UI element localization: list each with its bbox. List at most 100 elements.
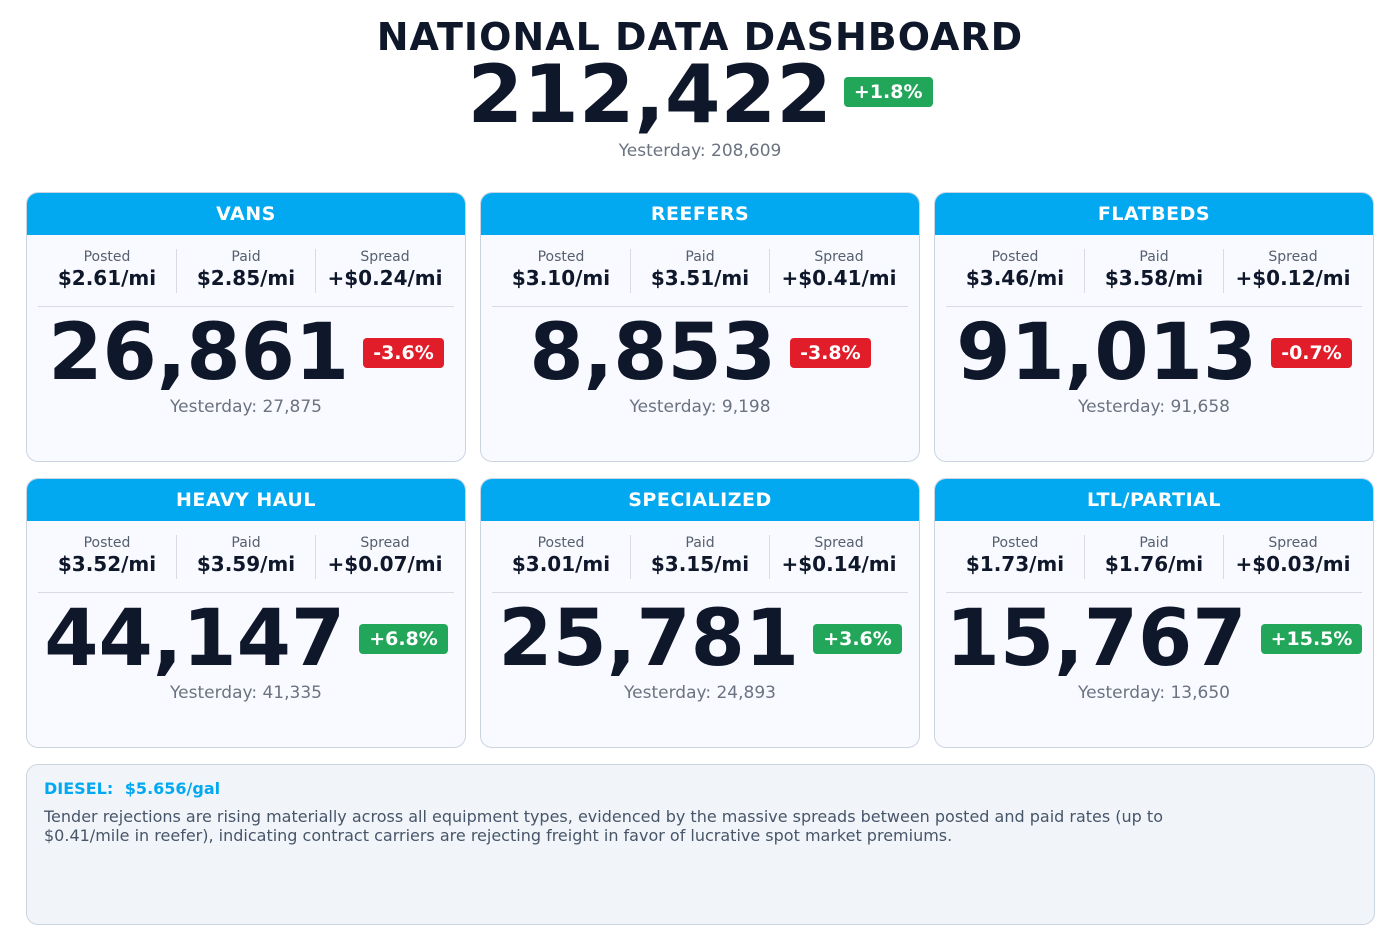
rate-posted: Posted $1.73/mi (946, 535, 1085, 579)
rate-label: Paid (231, 249, 261, 265)
rate-value: $3.52/mi (57, 552, 157, 576)
rate-label: Posted (537, 535, 585, 551)
count-row: 8,853 -3.8% (481, 307, 919, 399)
rate-value: +$0.12/mi (1235, 266, 1351, 290)
card-title: REEFERS (481, 193, 919, 235)
diesel-label: DIESEL: (44, 779, 114, 798)
rate-value: $2.85/mi (196, 266, 296, 290)
rate-label: Posted (83, 249, 131, 265)
rate-paid: Paid $1.76/mi (1085, 535, 1224, 579)
rate-label: Spread (814, 535, 864, 551)
rate-label: Paid (231, 535, 261, 551)
load-count: 15,767 (945, 594, 1247, 684)
rate-label: Spread (814, 249, 864, 265)
rate-paid: Paid $3.15/mi (631, 535, 770, 579)
card-yesterday: Yesterday: 41,335 (170, 683, 322, 703)
rate-posted: Posted $3.46/mi (946, 249, 1085, 293)
rate-label: Posted (83, 535, 131, 551)
market-commentary: Tender rejections are rising materially … (44, 807, 1163, 845)
rate-label: Spread (360, 249, 410, 265)
rate-value: $3.51/mi (650, 266, 750, 290)
rate-value: $1.76/mi (1104, 552, 1204, 576)
card-title: VANS (27, 193, 465, 235)
card-yesterday: Yesterday: 9,198 (629, 397, 771, 417)
load-count: 25,781 (498, 594, 800, 684)
rate-value: $3.58/mi (1104, 266, 1204, 290)
rate-spread: Spread +$0.14/mi (770, 535, 908, 579)
count-row: 91,013 -0.7% (935, 307, 1373, 399)
change-badge: -3.6% (363, 338, 444, 368)
rate-value: +$0.14/mi (781, 552, 897, 576)
rate-value: $3.01/mi (511, 552, 611, 576)
count-row: 25,781 +3.6% (481, 593, 919, 685)
rate-posted: Posted $2.61/mi (38, 249, 177, 293)
rate-posted: Posted $3.10/mi (492, 249, 631, 293)
load-count: 26,861 (48, 308, 350, 398)
rate-posted: Posted $3.01/mi (492, 535, 631, 579)
dashboard-header: NATIONAL DATA DASHBOARD 212,422 +1.8% Ye… (0, 14, 1400, 162)
rate-paid: Paid $2.85/mi (177, 249, 316, 293)
count-row: 15,767 +15.5% (935, 593, 1373, 685)
rate-label: Spread (1268, 249, 1318, 265)
total-yesterday: Yesterday: 208,609 (618, 141, 782, 161)
rate-spread: Spread +$0.41/mi (770, 249, 908, 293)
total-row: 212,422 +1.8% (0, 48, 1400, 141)
rate-paid: Paid $3.59/mi (177, 535, 316, 579)
change-badge: +6.8% (359, 624, 448, 654)
rates-row: Posted $3.01/mi Paid $3.15/mi Spread +$0.14/m… (492, 535, 908, 593)
rate-label: Spread (1268, 535, 1318, 551)
load-count: 44,147 (44, 594, 346, 684)
rate-label: Paid (1139, 535, 1169, 551)
card-title: HEAVY HAUL (27, 479, 465, 521)
rate-value: +$0.24/mi (327, 266, 443, 290)
rate-label: Posted (537, 249, 585, 265)
rate-value: +$0.41/mi (781, 266, 897, 290)
rates-row: Posted $1.73/mi Paid $1.76/mi Spread +$0.03/m… (946, 535, 1362, 593)
total-change-badge: +1.8% (843, 77, 933, 107)
diesel-price-line: DIESEL: $5.656/gal (44, 779, 1357, 799)
rate-label: Paid (685, 535, 715, 551)
equipment-card: FLATBEDS Posted $3.46/mi Paid $3.58/mi Spread… (934, 192, 1374, 462)
rate-value: $1.73/mi (965, 552, 1065, 576)
load-count: 8,853 (529, 308, 777, 398)
rate-posted: Posted $3.52/mi (38, 535, 177, 579)
equipment-card: REEFERS Posted $3.10/mi Paid $3.51/mi Spread +… (480, 192, 920, 462)
card-yesterday: Yesterday: 13,650 (1078, 683, 1230, 703)
rate-spread: Spread +$0.24/mi (316, 249, 454, 293)
card-title: FLATBEDS (935, 193, 1373, 235)
rates-row: Posted $3.46/mi Paid $3.58/mi Spread +$0.12/m… (946, 249, 1362, 307)
rate-paid: Paid $3.58/mi (1085, 249, 1224, 293)
equipment-card: LTL/PARTIAL Posted $1.73/mi Paid $1.76/mi Spr… (934, 478, 1374, 748)
rate-label: Paid (685, 249, 715, 265)
diesel-panel: DIESEL: $5.656/gal Tender rejections are… (26, 764, 1375, 925)
card-yesterday: Yesterday: 27,875 (170, 397, 322, 417)
rate-value: $3.46/mi (965, 266, 1065, 290)
rate-value: $2.61/mi (57, 266, 157, 290)
rate-label: Posted (991, 535, 1039, 551)
card-title: SPECIALIZED (481, 479, 919, 521)
rates-row: Posted $3.10/mi Paid $3.51/mi Spread +$0.41/m… (492, 249, 908, 307)
card-title: LTL/PARTIAL (935, 479, 1373, 521)
equipment-card: HEAVY HAUL Posted $3.52/mi Paid $3.59/mi Spre… (26, 478, 466, 748)
rate-paid: Paid $3.51/mi (631, 249, 770, 293)
change-badge: -3.8% (790, 338, 871, 368)
rate-spread: Spread +$0.03/mi (1224, 535, 1362, 579)
total-count: 212,422 (467, 48, 832, 141)
change-badge: +3.6% (813, 624, 902, 654)
rate-value: $3.59/mi (196, 552, 296, 576)
rate-label: Posted (991, 249, 1039, 265)
rate-value: $3.10/mi (511, 266, 611, 290)
count-row: 26,861 -3.6% (27, 307, 465, 399)
rates-row: Posted $3.52/mi Paid $3.59/mi Spread +$0.07/m… (38, 535, 454, 593)
count-row: 44,147 +6.8% (27, 593, 465, 685)
rate-value: +$0.07/mi (327, 552, 443, 576)
diesel-price: $5.656/gal (124, 779, 221, 798)
rate-value: $3.15/mi (650, 552, 750, 576)
card-yesterday: Yesterday: 24,893 (624, 683, 776, 703)
change-badge: +15.5% (1260, 624, 1363, 654)
card-yesterday: Yesterday: 91,658 (1078, 397, 1230, 417)
load-count: 91,013 (956, 308, 1258, 398)
change-badge: -0.7% (1271, 338, 1352, 368)
rate-spread: Spread +$0.12/mi (1224, 249, 1362, 293)
rates-row: Posted $2.61/mi Paid $2.85/mi Spread +$0.24/m… (38, 249, 454, 307)
